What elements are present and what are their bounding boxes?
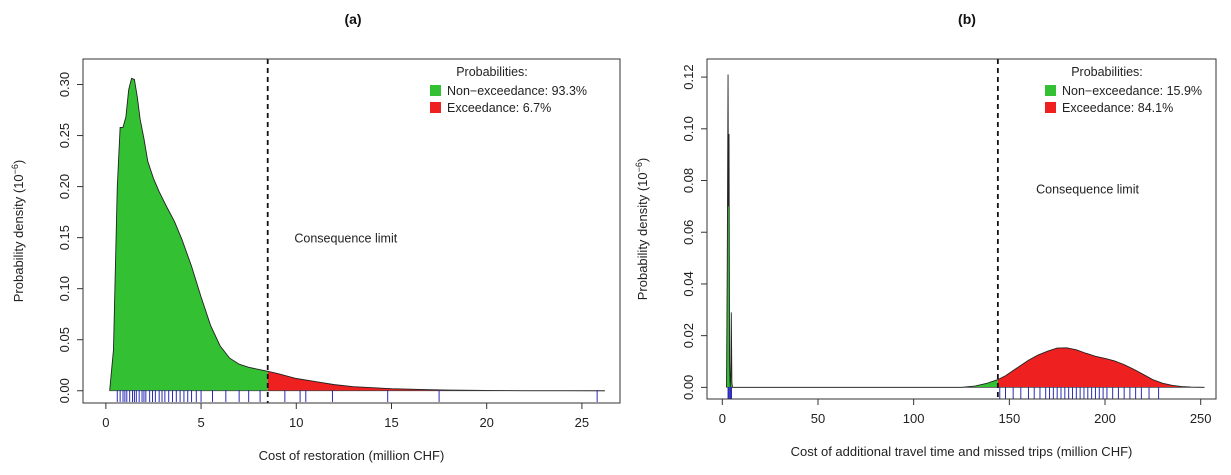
panel-a-non-exceedance-area <box>109 78 268 391</box>
panel-a-legend: Probabilities: Non−exceedance: 93.3% Exc… <box>430 65 587 115</box>
panel-b: (b) 0 50 100 150 200 2500.000.020.040.060.080… <box>634 11 1217 459</box>
panel-a-exceedance-area <box>267 371 605 391</box>
panel-b-y-tick-label: 0.04 <box>681 271 696 296</box>
panel-a-consequence-limit-label: Consequence limit <box>294 232 397 246</box>
panel-b-legend-label-exceedance: Exceedance: 84.1% <box>1062 101 1173 115</box>
panel-a-y-tick-label: 0.10 <box>57 276 72 301</box>
panel-b-consequence-limit-label: Consequence limit <box>1036 182 1139 196</box>
panel-b-legend-title: Probabilities: <box>1071 65 1143 79</box>
panel-b-legend-label-non-exceedance: Non−exceedance: 15.9% <box>1062 84 1202 98</box>
panel-a-legend-swatch-exceedance <box>430 102 441 113</box>
panel-b-axes: 0 50 100 150 200 250 0.00 0.02 0.04 0.06 0.08 0.10 0… <box>681 64 1212 426</box>
panel-b-y-tick-label: 0.10 <box>681 116 696 141</box>
panel-a-y-tick-label: 0.00 <box>57 378 72 403</box>
panel-a-x-tick-label: 20 <box>479 415 493 430</box>
panel-a-x-tick-label: 15 <box>384 415 398 430</box>
panel-b-plot-layer <box>726 59 1205 399</box>
panel-a-y-axis-title-main: Probability density (10 <box>11 174 26 302</box>
panel-a-legend-label-non-exceedance: Non−exceedance: 93.3% <box>447 84 587 98</box>
panel-b-x-tick-label: 150 <box>998 411 1020 426</box>
panel-b-x-axis-title: Cost of additional travel time and misse… <box>791 444 1133 459</box>
panel-b-legend-swatch-non-exceedance <box>1045 85 1056 96</box>
panel-a-x-tick-label: 5 <box>197 415 204 430</box>
panel-a-legend-label-exceedance: Exceedance: 6.7% <box>447 101 551 115</box>
panel-b-y-axis-title-exponent: −6 <box>634 162 644 172</box>
panel-b-x-tick-label: 200 <box>1094 411 1116 426</box>
panel-b-y-axis-title: Probability density (10−6) <box>634 158 650 301</box>
panel-a-density-curve <box>109 77 605 392</box>
panel-a-y-tick-label: 0.30 <box>57 72 72 97</box>
panel-b-y-axis-title-main: Probability density (10 <box>635 172 650 300</box>
panel-a-y-tick-label: 0.20 <box>57 174 72 199</box>
panel-a-legend-swatch-non-exceedance <box>430 85 441 96</box>
panel-b-exceedance-area <box>997 347 1205 388</box>
panel-b-y-tick-label: 0.00 <box>681 375 696 400</box>
panel-a-x-tick-label: 10 <box>289 415 303 430</box>
panel-b-x-tick-label: 50 <box>811 411 825 426</box>
panel-a-plot-layer <box>109 59 605 403</box>
panel-a-y-axis-title: Probability density (10−6) <box>10 160 26 303</box>
panel-b-x-tick-label: 250 <box>1190 411 1212 426</box>
panel-b-y-tick-label: 0.06 <box>681 220 696 245</box>
panel-b-y-tick-label: 0.02 <box>681 323 696 348</box>
panel-a-plot-frame <box>82 58 621 404</box>
panel-a-y-tick-label: 0.05 <box>57 327 72 352</box>
panel-b-non-exceedance-area <box>726 74 998 388</box>
panel-a: (a) 0 5 10 15 20 25 0.00 0.05 0.10 0.15 0.20 0.25 0.… <box>10 11 621 463</box>
panel-b-y-tick-label: 0.12 <box>681 64 696 89</box>
panel-a-title: (a) <box>344 11 361 27</box>
panel-b-x-tick-label: 100 <box>903 411 925 426</box>
panel-a-x-axis-title: Cost of restoration (million CHF) <box>259 448 445 463</box>
panel-b-y-tick-label: 0.08 <box>681 168 696 193</box>
panel-a-y-tick-label: 0.25 <box>57 123 72 148</box>
panel-a-axes: 0 5 10 15 20 25 0.00 0.05 0.10 0.15 0.20 0.25 0.30 <box>57 72 589 430</box>
panel-a-y-tick-label: 0.15 <box>57 225 72 250</box>
panel-a-x-tick-label: 25 <box>575 415 589 430</box>
panel-b-legend: Probabilities: Non−exceedance: 15.9% Exc… <box>1045 65 1202 115</box>
panel-b-title: (b) <box>958 11 976 27</box>
panel-a-legend-title: Probabilities: <box>456 65 528 79</box>
panel-b-x-tick-label: 0 <box>719 411 726 426</box>
panel-b-density-curve <box>726 74 1205 388</box>
panel-a-x-tick-label: 0 <box>102 415 109 430</box>
panel-a-y-axis-title-exponent: −6 <box>10 164 20 174</box>
panel-a-y-axis-title-close: ) <box>11 160 26 164</box>
panel-b-legend-swatch-exceedance <box>1045 102 1056 113</box>
panel-b-y-axis-title-close: ) <box>635 158 650 162</box>
panel-b-plot-frame <box>706 58 1217 400</box>
